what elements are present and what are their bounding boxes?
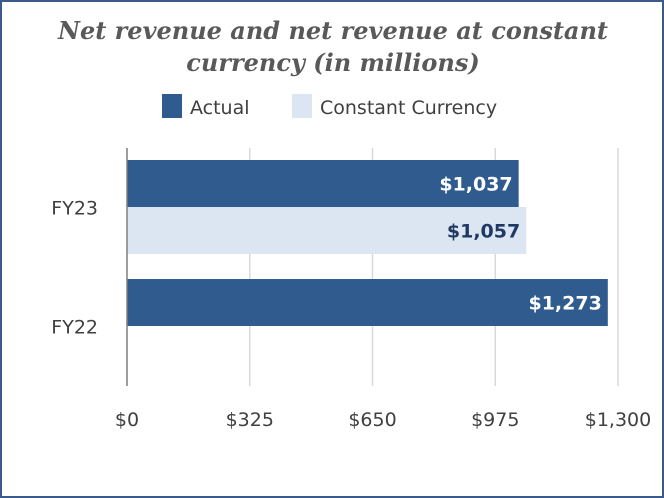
chart-title-line-2: currency (in millions) (186, 48, 479, 77)
x-tick-label-4: $1,300 (585, 409, 651, 431)
legend-swatch-actual (162, 94, 182, 118)
chart-title: Net revenue and net revenue at constant … (57, 16, 608, 77)
x-tick-label-3: $975 (471, 409, 519, 431)
chart-title-line-1: Net revenue and net revenue at constant (57, 16, 608, 45)
legend: Actual Constant Currency (162, 94, 497, 119)
data-label-constant-currency-fy23: $1,057 (447, 221, 520, 243)
category-label-fy23: FY23 (51, 198, 98, 220)
data-label-actual-fy23: $1,037 (439, 174, 512, 196)
category-label-fy22: FY22 (51, 317, 98, 339)
data-label-actual-fy22: $1,273 (528, 293, 601, 315)
x-tick-label-1: $325 (226, 409, 274, 431)
data-labels: $1,037 $1,057 $1,273 (439, 174, 601, 315)
x-tick-label-0: $0 (115, 409, 139, 431)
axes: $0 $325 $650 $975 $1,300 FY23 FY22 (51, 148, 651, 431)
bar-actual-fy22 (127, 279, 608, 326)
legend-label-actual: Actual (190, 97, 250, 119)
legend-swatch-constant-currency (292, 94, 312, 118)
bars (127, 160, 608, 326)
bar-constant-currency-fy23 (127, 207, 527, 254)
legend-label-constant-currency: Constant Currency (320, 97, 497, 119)
x-tick-label-2: $650 (348, 409, 396, 431)
bar-actual-fy23 (127, 160, 519, 207)
